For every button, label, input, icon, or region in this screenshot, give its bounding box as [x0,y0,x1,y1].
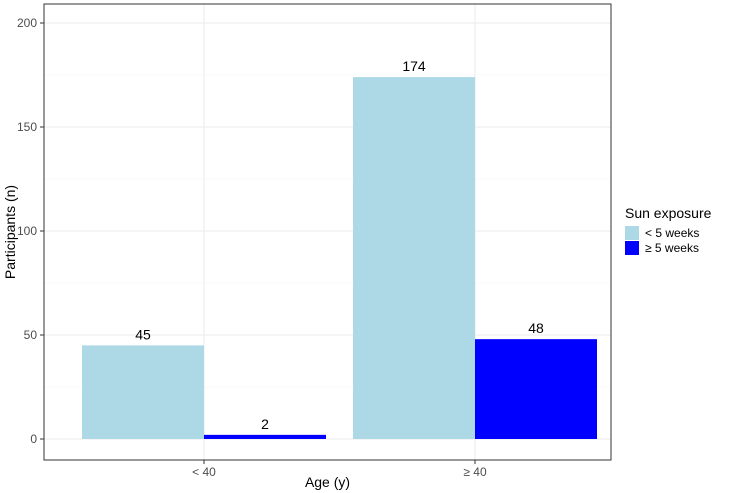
data-label: 174 [402,58,426,74]
x-tick-label: ≥ 40 [463,465,487,479]
bar-under-5-weeks-under-40 [82,345,204,439]
bar-over-5-weeks-under-40 [204,434,326,439]
x-tick-label: < 40 [192,465,216,479]
bar-under-5-weeks-over-40 [353,77,475,439]
bars [82,77,597,439]
bar-over-5-weeks-over-40 [475,339,597,439]
data-label: 45 [135,326,151,342]
legend-label: ≥ 5 weeks [645,241,699,255]
y-axis: 0 50 100 150 200 [17,16,44,446]
x-axis-title: Age (y) [305,474,350,490]
y-axis-title: Participants (n) [2,185,18,279]
legend-swatch [625,241,639,255]
y-tick-label: 150 [17,120,37,134]
x-axis: < 40 ≥ 40 [192,460,487,479]
y-tick-label: 50 [24,328,38,342]
bar-labels: 45 2 174 48 [135,58,544,432]
plot-panel-border [43,3,612,461]
y-tick-label: 200 [17,16,37,30]
legend: Sun exposure < 5 weeks≥ 5 weeks [625,205,712,255]
data-label: 2 [261,416,269,432]
y-tick-label: 100 [17,224,37,238]
y-tick-label: 0 [30,432,37,446]
legend-title: Sun exposure [625,205,712,221]
data-label: 48 [528,320,544,336]
legend-label: < 5 weeks [645,226,699,240]
legend-swatch [625,226,639,240]
